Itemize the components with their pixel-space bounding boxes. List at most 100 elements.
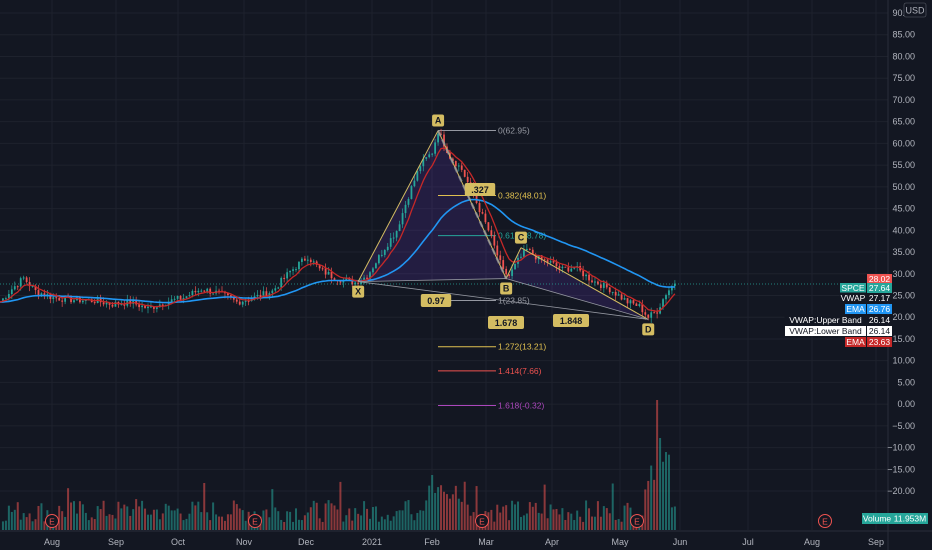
candle-body xyxy=(656,312,659,314)
volume-bar xyxy=(380,516,383,530)
price-tick-label: 45.00 xyxy=(892,204,915,214)
candle-body xyxy=(61,300,64,302)
volume-bar xyxy=(312,500,315,530)
volume-bar xyxy=(262,510,265,530)
volume-bar xyxy=(517,501,519,530)
volume-bar xyxy=(555,509,558,530)
volume-bar xyxy=(170,510,173,530)
candle-body xyxy=(232,297,235,300)
volume-bar xyxy=(277,511,280,530)
candle-body xyxy=(626,298,629,304)
candle-body xyxy=(505,268,508,275)
volume-bar xyxy=(366,508,369,530)
volume-bar xyxy=(212,502,215,530)
candle-body xyxy=(93,302,96,304)
candle-body xyxy=(289,270,291,273)
volume-bar xyxy=(407,500,410,530)
candle-body xyxy=(463,169,466,177)
candle-body xyxy=(286,272,289,279)
candle-body xyxy=(333,278,336,281)
candle-body xyxy=(644,312,647,315)
candle-body xyxy=(410,186,413,199)
volume-bar xyxy=(274,507,277,530)
volume-bar xyxy=(564,519,567,530)
volume-bar xyxy=(573,520,576,530)
candle-body xyxy=(496,245,499,256)
candle-body xyxy=(25,277,28,282)
candle-body xyxy=(546,259,549,263)
candle-body xyxy=(567,267,570,272)
candle-body xyxy=(561,266,564,269)
volume-bar xyxy=(90,517,93,530)
candle-body xyxy=(493,235,496,246)
fib-label: 0(62.95) xyxy=(498,126,530,136)
volume-bar xyxy=(306,512,309,530)
volume-bar xyxy=(7,505,10,530)
candle-body xyxy=(573,267,576,269)
price-tick-label: 0.00 xyxy=(897,399,915,409)
candle-body xyxy=(558,266,561,269)
volume-bar xyxy=(585,500,588,530)
candle-body xyxy=(280,277,283,288)
candle-body xyxy=(324,268,327,275)
price-tick-label: −10.00 xyxy=(887,443,915,453)
candle-body xyxy=(301,258,303,262)
volume-bar xyxy=(102,500,105,530)
candle-body xyxy=(295,269,297,271)
volume-value-box xyxy=(892,513,928,524)
candle-body xyxy=(413,180,416,187)
volume-bar xyxy=(422,510,425,530)
candle-body xyxy=(540,255,543,260)
price-tick-label: 30.00 xyxy=(892,269,915,279)
candle-body xyxy=(375,263,377,269)
candle-body xyxy=(2,298,4,303)
candle-body xyxy=(623,298,626,300)
price-label-name: VWAP xyxy=(841,293,866,303)
candle-body xyxy=(309,259,312,263)
candle-body xyxy=(123,304,126,306)
candle-body xyxy=(653,312,656,314)
volume-bar xyxy=(626,502,629,530)
pattern-ratio-badge xyxy=(420,294,452,307)
volume-bar xyxy=(324,503,327,530)
volume-bar xyxy=(673,506,676,530)
price-tick-label: 65.00 xyxy=(892,117,915,127)
price-tick-label: 10.00 xyxy=(892,356,915,366)
price-tick-label: 15.00 xyxy=(892,334,915,344)
harmonic-pattern[interactable]: X A B C D 0.97 .327 1.678 1.848 xyxy=(352,114,655,336)
candle-body xyxy=(235,299,238,302)
volume-bar xyxy=(460,501,463,530)
volume-bar xyxy=(552,509,555,530)
diag-ab-dashed xyxy=(436,130,508,280)
time-axis[interactable]: Aug Sep Oct Nov Dec 2021 Feb Mar Apr May Jun Jul Aug… xyxy=(44,537,884,547)
candle-body xyxy=(650,312,653,318)
volume-bar xyxy=(1,521,4,530)
volume-bar xyxy=(653,479,656,530)
volume-bar xyxy=(401,510,404,530)
price-tick-label: 50.00 xyxy=(892,182,915,192)
ema-slow-line xyxy=(0,198,675,304)
candle-body xyxy=(141,305,143,308)
ema-fast-line xyxy=(0,147,676,313)
volume-bar xyxy=(28,513,31,530)
time-tick-label: Aug xyxy=(804,537,820,547)
volume-bar xyxy=(357,513,360,530)
volume-bar xyxy=(490,509,493,530)
candle-body xyxy=(668,290,670,296)
volume-bar xyxy=(295,508,297,530)
candle-body xyxy=(599,284,602,288)
volume-bar xyxy=(644,489,647,530)
price-tick-label: 35.00 xyxy=(892,247,915,257)
price-label-name-box xyxy=(845,304,866,314)
volume-bar xyxy=(99,509,102,530)
price-tick-label: 70.00 xyxy=(892,95,915,105)
volume-bar xyxy=(73,501,75,530)
candle-body xyxy=(454,161,457,167)
volume-bar xyxy=(360,515,363,530)
volume-bar xyxy=(173,510,176,530)
volume-bar xyxy=(164,503,167,530)
price-axis[interactable]: 90.0085.0080.0075.0070.0065.0060.0055.00… xyxy=(887,8,915,496)
